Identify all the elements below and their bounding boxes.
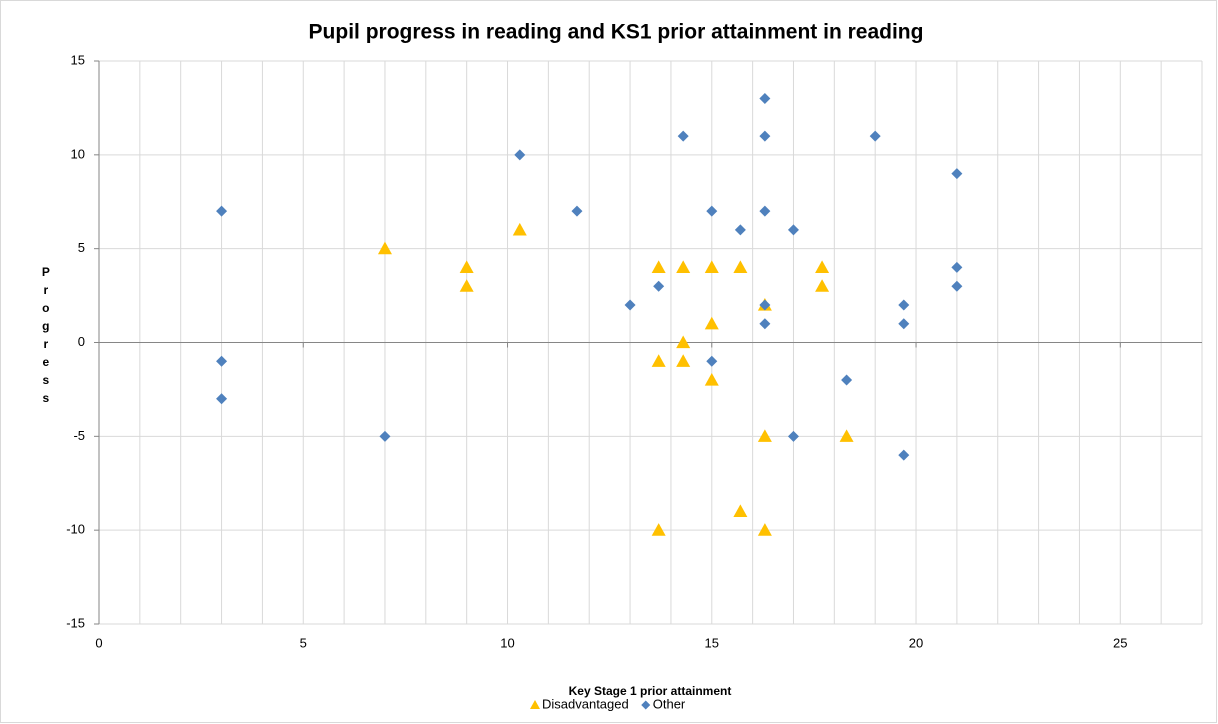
point xyxy=(216,355,228,367)
x-tick-label: 25 xyxy=(1113,635,1127,650)
point xyxy=(951,261,963,273)
point xyxy=(898,299,910,311)
point xyxy=(677,130,689,142)
point xyxy=(787,430,799,442)
point xyxy=(704,260,719,274)
point xyxy=(757,429,772,442)
point xyxy=(459,260,474,274)
y-tick-label: 5 xyxy=(78,240,85,255)
y-tick-label: 10 xyxy=(71,146,85,161)
y-tick-label: -5 xyxy=(73,428,85,443)
point xyxy=(951,168,963,180)
point xyxy=(839,429,854,442)
point xyxy=(869,130,881,142)
point xyxy=(759,205,771,217)
point xyxy=(651,354,666,367)
point xyxy=(676,260,691,274)
point xyxy=(653,280,665,292)
point xyxy=(734,224,746,236)
point xyxy=(704,373,719,386)
legend: Disadvantaged Other xyxy=(530,696,686,711)
point xyxy=(512,222,527,236)
point xyxy=(651,260,666,274)
legend-marker xyxy=(530,700,540,709)
point xyxy=(379,430,391,442)
point xyxy=(706,205,718,217)
point xyxy=(757,523,772,536)
point xyxy=(459,279,474,292)
point xyxy=(898,449,910,461)
chart-title: Pupil progress in reading and KS1 prior … xyxy=(309,21,924,44)
x-tick-label: 10 xyxy=(500,635,514,650)
point xyxy=(377,241,392,255)
point xyxy=(514,149,526,161)
point xyxy=(898,318,910,330)
point xyxy=(759,299,771,311)
y-tick-label: 0 xyxy=(78,334,85,349)
legend-label: Other xyxy=(653,696,686,711)
point xyxy=(706,355,718,367)
y-tick-label: -15 xyxy=(66,615,85,630)
x-tick-label: 15 xyxy=(705,635,719,650)
y-axis-label: Progress xyxy=(39,265,53,409)
point xyxy=(951,280,963,292)
point xyxy=(733,260,748,274)
point xyxy=(651,523,666,536)
point xyxy=(216,205,228,217)
x-tick-label: 0 xyxy=(95,635,102,650)
x-axis-label: Key Stage 1 prior attainment xyxy=(569,684,732,698)
point xyxy=(704,316,719,330)
y-tick-label: 15 xyxy=(71,52,85,67)
point xyxy=(787,224,799,236)
legend-marker xyxy=(641,700,651,710)
point xyxy=(841,374,853,386)
point xyxy=(571,205,583,217)
point xyxy=(624,299,636,311)
x-tick-label: 5 xyxy=(300,635,307,650)
point xyxy=(676,335,691,349)
point xyxy=(815,260,830,274)
point xyxy=(759,93,771,105)
point xyxy=(216,393,228,405)
y-tick-label: -10 xyxy=(66,522,85,537)
legend-label: Disadvantaged xyxy=(542,696,629,711)
point xyxy=(759,130,771,142)
x-tick-label: 20 xyxy=(909,635,923,650)
point xyxy=(676,354,691,367)
point xyxy=(759,318,771,330)
point xyxy=(733,504,748,517)
point xyxy=(815,279,830,292)
